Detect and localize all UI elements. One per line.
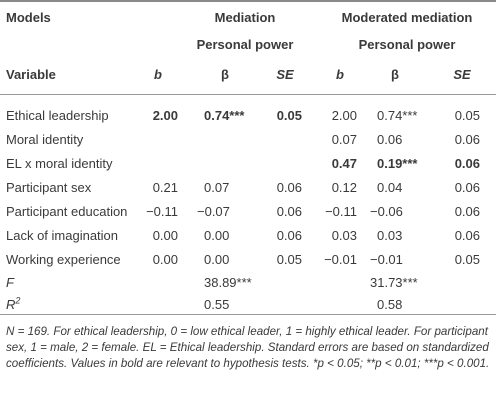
r2-label: R2 [6,295,21,313]
cell-mm-se: 0.06 [454,132,480,147]
header-mediation-sub: Personal power [196,37,294,52]
cell-m-beta: −0.07 [197,204,230,219]
cell-mm-b: 0.12 [331,180,357,195]
row-label: Working experience [6,252,121,267]
header-mm-beta: β [391,67,399,82]
bottom-rule [0,314,496,315]
cell-mm-b: 0.03 [331,228,357,243]
r2-moderated-value: 0.58 [377,297,403,312]
cell-mm-se: 0.06 [454,156,480,171]
r2-label-sup: 2 [15,295,21,306]
cell-mm-b: 2.00 [331,108,357,123]
header-mm-b: b [336,67,344,82]
cell-m-beta: 0.07 [204,180,230,195]
row-label: Participant sex [6,180,92,195]
cell-mm-beta: −0.06 [370,204,403,219]
cell-mm-b: −0.01 [324,252,357,267]
cell-m-se: 0.05 [276,108,302,123]
header-rule [0,94,496,95]
cell-m-se: 0.05 [276,252,302,267]
header-variable: Variable [6,67,56,82]
cell-mm-b: 0.47 [331,156,357,171]
cell-mm-beta: 0.03 [377,228,403,243]
r2-label-base: R [6,297,16,312]
header-mm-se: SE [453,67,471,82]
row-label: Lack of imagination [6,228,119,243]
row-label: Participant education [6,204,128,219]
header-m-se: SE [276,67,294,82]
cell-mm-beta: 0.04 [377,180,403,195]
header-mediation: Mediation [214,10,276,25]
cell-mm-beta: 0.06 [377,132,403,147]
f-label: F [6,275,14,290]
cell-mm-se: 0.06 [454,204,480,219]
cell-mm-se: 0.05 [454,252,480,267]
header-models: Models [6,10,51,25]
cell-m-beta: 0.00 [204,228,230,243]
cell-m-se: 0.06 [276,180,302,195]
cell-m-se: 0.06 [276,228,302,243]
cell-mm-b: −0.11 [325,204,357,219]
top-rule [0,0,496,2]
cell-m-beta: 0.00 [204,252,230,267]
r2-mediation-value: 0.55 [204,297,230,312]
cell-m-b: −0.11 [146,204,178,219]
cell-mm-b: 0.07 [331,132,357,147]
cell-m-b: 0.21 [152,180,178,195]
cell-mm-se: 0.05 [454,108,480,123]
f-moderated-value: 31.73*** [370,275,418,290]
cell-m-b: 0.00 [152,228,178,243]
row-label: Ethical leadership [6,108,109,123]
row-label: EL x moral identity [6,156,113,171]
cell-m-b: 0.00 [152,252,178,267]
table-footnote: N = 169. For ethical leadership, 0 = low… [6,325,490,370]
cell-mm-se: 0.06 [454,180,480,195]
header-m-b: b [154,67,162,82]
header-moderated-mediation: Moderated mediation [341,10,473,25]
cell-m-beta: 0.74*** [204,108,245,123]
f-mediation-value: 38.89*** [204,275,252,290]
cell-mm-beta: 0.19*** [377,156,418,171]
header-moderated-sub: Personal power [358,37,456,52]
cell-m-b: 2.00 [152,108,178,123]
cell-mm-beta: 0.74*** [377,108,418,123]
cell-mm-se: 0.06 [454,228,480,243]
header-m-beta: β [221,67,229,82]
cell-mm-beta: −0.01 [370,252,403,267]
row-label: Moral identity [6,132,84,147]
cell-m-se: 0.06 [276,204,302,219]
